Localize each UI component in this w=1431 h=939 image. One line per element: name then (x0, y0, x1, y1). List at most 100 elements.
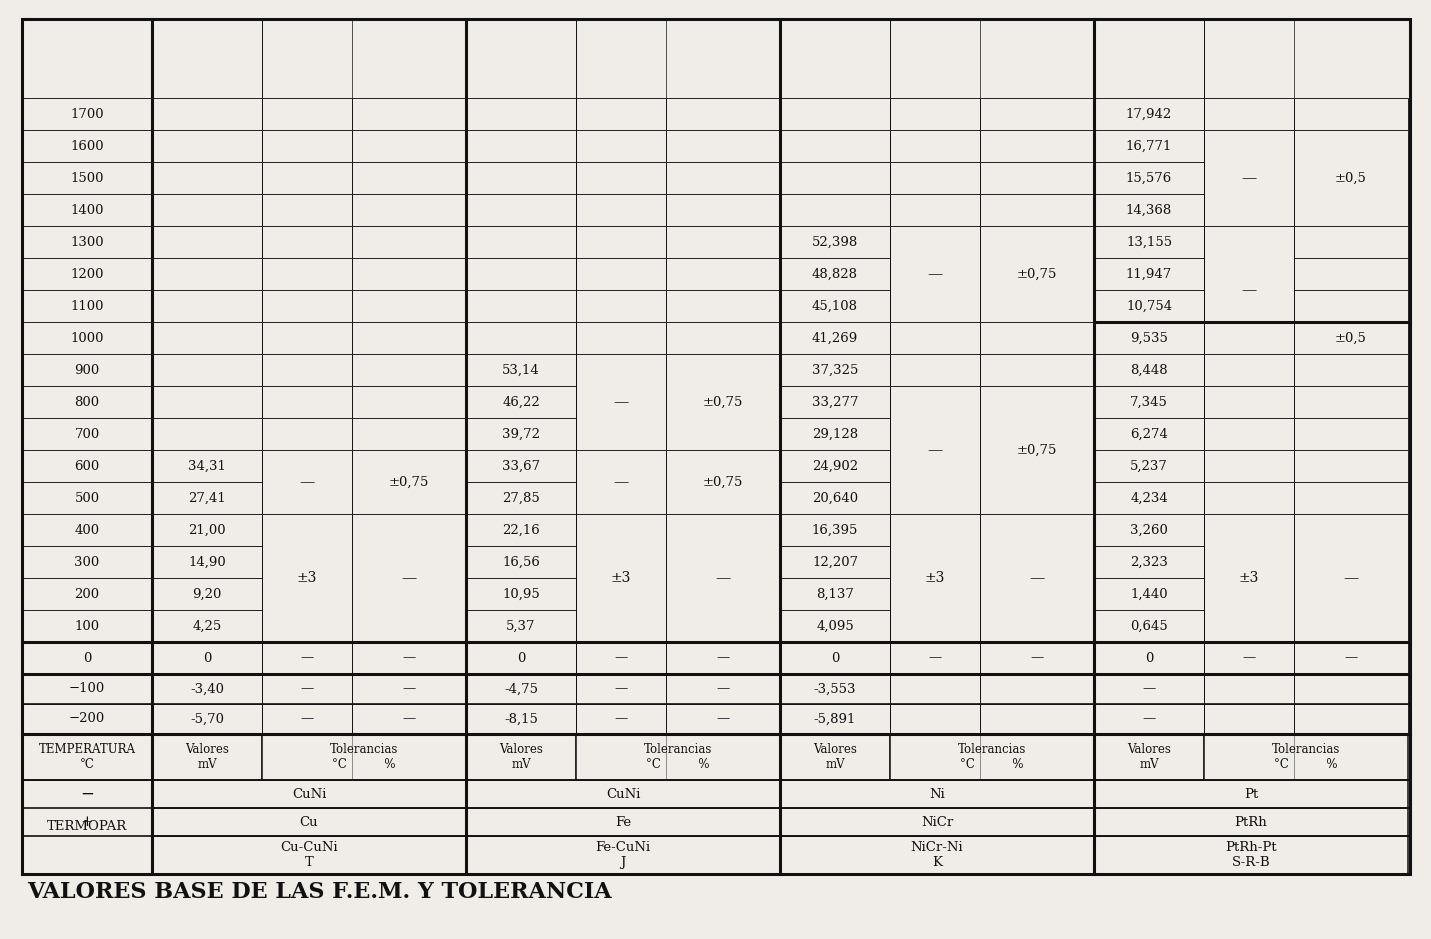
Bar (152, 546, 262, 578)
Bar (890, 642, 980, 674)
Text: 21,00: 21,00 (189, 524, 226, 536)
Bar (1095, 98, 1203, 130)
Bar (21, 386, 152, 418)
Text: -3,40: -3,40 (190, 683, 225, 696)
Bar (780, 780, 1095, 808)
Bar (780, 322, 890, 354)
Text: 12,207: 12,207 (811, 556, 859, 568)
Bar (980, 482, 1095, 514)
Bar (980, 258, 1095, 290)
Text: 6,274: 6,274 (1130, 427, 1168, 440)
Bar (352, 130, 467, 162)
Bar (262, 450, 352, 514)
Bar (780, 258, 890, 290)
Bar (352, 322, 467, 354)
Text: Ni: Ni (929, 788, 944, 801)
Bar (21, 290, 152, 322)
Text: —: — (717, 713, 730, 726)
Bar (665, 610, 780, 642)
Text: 0: 0 (203, 652, 212, 665)
Bar (467, 130, 577, 162)
Bar (1095, 354, 1203, 386)
Bar (577, 258, 665, 290)
Text: —: — (1344, 571, 1358, 585)
Bar (890, 386, 980, 514)
Bar (467, 482, 577, 514)
Bar (352, 386, 467, 418)
Text: 16,395: 16,395 (811, 524, 859, 536)
Bar (577, 130, 665, 162)
Text: 1200: 1200 (70, 268, 104, 281)
Text: 10,754: 10,754 (1126, 300, 1172, 313)
Bar (262, 642, 352, 674)
Text: 37,325: 37,325 (811, 363, 859, 377)
Text: 9,20: 9,20 (192, 588, 222, 601)
Bar (890, 226, 980, 258)
Bar (262, 734, 467, 780)
Text: 1,440: 1,440 (1130, 588, 1168, 601)
Bar (1095, 704, 1203, 734)
Text: 15,576: 15,576 (1126, 172, 1172, 184)
Bar (1095, 610, 1203, 642)
Bar (352, 194, 467, 226)
Bar (352, 514, 467, 642)
Bar (780, 418, 890, 450)
Text: 8,448: 8,448 (1130, 363, 1168, 377)
Bar (152, 780, 467, 808)
Text: 16,771: 16,771 (1126, 140, 1172, 152)
Bar (1294, 514, 1408, 546)
Bar (1203, 226, 1294, 258)
Text: —: — (927, 443, 943, 457)
Bar (1294, 642, 1408, 674)
Bar (152, 162, 262, 194)
Bar (467, 162, 577, 194)
Text: 33,277: 33,277 (811, 395, 859, 408)
Bar (780, 194, 890, 226)
Bar (780, 704, 890, 734)
Bar (1294, 578, 1408, 610)
Text: 1600: 1600 (70, 140, 104, 152)
Bar (665, 386, 780, 418)
Bar (577, 354, 665, 386)
Bar (352, 610, 467, 642)
Bar (352, 546, 467, 578)
Text: —: — (1142, 713, 1156, 726)
Bar (890, 258, 980, 290)
Bar (980, 578, 1095, 610)
Bar (665, 322, 780, 354)
Bar (980, 226, 1095, 258)
Bar (577, 546, 665, 578)
Text: Tolerancias
°C          %: Tolerancias °C % (329, 743, 398, 771)
Text: 700: 700 (74, 427, 100, 440)
Bar (890, 578, 980, 610)
Bar (352, 290, 467, 322)
Text: —: — (716, 571, 731, 585)
Text: Valores
mV: Valores mV (499, 743, 542, 771)
Bar (780, 610, 890, 642)
Bar (152, 514, 262, 546)
Text: 500: 500 (74, 491, 100, 504)
Bar (780, 226, 890, 258)
Bar (262, 514, 352, 642)
Bar (577, 450, 665, 482)
Bar (21, 258, 152, 290)
Bar (262, 322, 352, 354)
Text: ±3: ±3 (611, 571, 631, 585)
Bar (980, 514, 1095, 642)
Bar (262, 130, 352, 162)
Text: 29,128: 29,128 (811, 427, 859, 440)
Bar (980, 130, 1095, 162)
Bar (980, 194, 1095, 226)
Text: 13,155: 13,155 (1126, 236, 1172, 249)
Text: 3,260: 3,260 (1130, 524, 1168, 536)
Bar (980, 354, 1095, 386)
Text: 4,095: 4,095 (816, 620, 854, 633)
Bar (467, 450, 577, 482)
Text: —: — (614, 652, 628, 665)
Text: 52,398: 52,398 (811, 236, 859, 249)
Bar (21, 418, 152, 450)
Bar (467, 258, 577, 290)
Bar (1294, 704, 1408, 734)
Bar (152, 836, 467, 874)
Bar (665, 514, 780, 642)
